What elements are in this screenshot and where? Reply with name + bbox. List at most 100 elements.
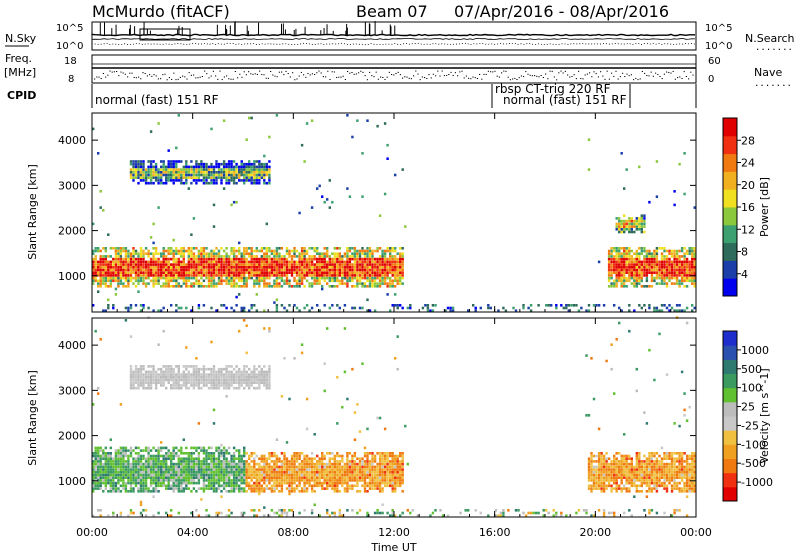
data-cell [97, 279, 100, 283]
data-cell [99, 514, 102, 517]
data-cell [243, 490, 246, 493]
data-cell [303, 160, 306, 163]
data-cell [328, 468, 331, 471]
data-cell [129, 511, 133, 515]
data-cell [170, 179, 173, 182]
data-cell [192, 378, 196, 382]
data-cell [685, 268, 689, 272]
data-cell [288, 263, 291, 266]
data-cell [258, 370, 261, 374]
data-cell [134, 268, 138, 272]
data-cell [217, 462, 221, 466]
data-cell [107, 471, 110, 474]
data-cell [285, 257, 289, 261]
data-cell [170, 457, 173, 460]
data-cell [152, 252, 155, 255]
data-cell [305, 487, 309, 490]
data-cell [328, 460, 331, 463]
data-cell [238, 460, 241, 463]
data-cell [99, 282, 102, 285]
data-cell [356, 279, 359, 283]
data-cell [139, 309, 143, 312]
data-cell [217, 381, 221, 384]
data-cell [394, 279, 397, 283]
data-cell [240, 370, 243, 374]
data-cell [94, 257, 97, 261]
data-cell [205, 514, 208, 517]
data-cell [310, 119, 314, 122]
data-cell [615, 279, 618, 283]
data-cell [635, 282, 638, 285]
data-cell [238, 479, 241, 482]
data-cell [313, 471, 316, 474]
data-cell [235, 471, 238, 474]
data-cell [210, 471, 213, 474]
data-cell [688, 274, 691, 277]
data-cell [200, 173, 203, 177]
data-cell [210, 381, 213, 384]
data-cell [670, 271, 674, 274]
data-cell [94, 271, 97, 274]
data-cell [160, 441, 163, 444]
data-cell [323, 473, 326, 477]
data-cell [323, 462, 326, 466]
data-cell [660, 274, 664, 277]
data-cell [172, 454, 175, 458]
data-cell [94, 329, 97, 333]
data-cell [114, 293, 118, 296]
data-cell [343, 263, 347, 266]
data-cell [137, 271, 140, 274]
data-cell [132, 252, 135, 255]
data-cell [663, 282, 666, 285]
data-cell [167, 268, 170, 272]
data-cell [227, 268, 231, 272]
data-cell [351, 247, 354, 250]
data-cell [215, 181, 218, 185]
data-cell [160, 449, 163, 452]
data-cell [268, 173, 271, 177]
data-cell [167, 373, 170, 376]
data-cell [112, 462, 115, 466]
data-cell [638, 266, 641, 269]
data-cell [170, 370, 173, 374]
data-cell [610, 257, 613, 261]
data-cell [268, 373, 271, 376]
data-cell [195, 181, 198, 185]
data-cell [665, 255, 669, 258]
data-cell [109, 457, 112, 460]
data-cell [243, 319, 246, 322]
data-cell [212, 468, 216, 471]
data-cell [212, 384, 216, 387]
data-cell [512, 306, 515, 310]
data-cell [243, 255, 246, 258]
data-cell [119, 271, 123, 274]
data-cell [691, 271, 694, 274]
data-cell [182, 165, 185, 169]
data-cell [210, 168, 213, 171]
data-cell [172, 165, 175, 169]
data-cell [222, 160, 226, 163]
data-cell [263, 487, 266, 490]
data-cell [328, 473, 331, 477]
data-cell [270, 460, 274, 463]
data-cell [175, 146, 178, 150]
data-cell [502, 306, 505, 310]
colorbar-segment [723, 171, 737, 190]
data-cell [92, 263, 95, 266]
data-cell [227, 490, 231, 493]
data-cell [119, 266, 123, 269]
data-cell [318, 279, 321, 283]
data-cell [104, 309, 107, 312]
data-cell [399, 282, 402, 285]
data-cell [222, 468, 226, 471]
data-cell [238, 449, 241, 452]
y-tick-label: 4000 [58, 134, 86, 147]
data-cell [346, 271, 349, 274]
data-cell [134, 473, 138, 477]
data-cell [263, 279, 266, 283]
data-cell [137, 176, 140, 179]
data-cell [207, 181, 211, 185]
data-cell [338, 306, 341, 310]
data-cell [318, 260, 321, 264]
data-cell [167, 468, 170, 471]
